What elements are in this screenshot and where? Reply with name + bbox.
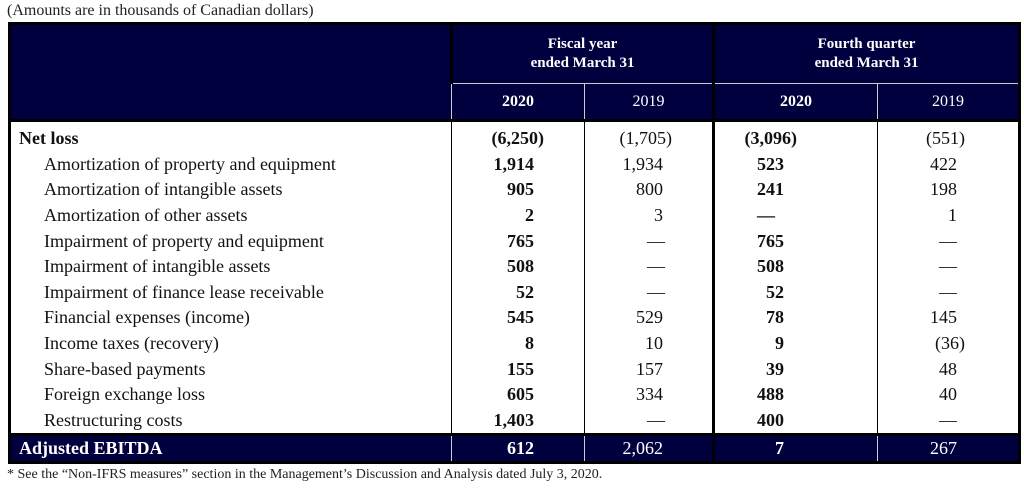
row-value: — [583, 407, 714, 435]
row-value: 905 [451, 177, 585, 203]
row-label: Amortization of intangible assets [44, 179, 283, 200]
row-value: 241 [712, 177, 878, 203]
table-row: Impairment of intangible assets 508—508— [10, 253, 1020, 280]
header-year: 2020 [451, 83, 585, 121]
row-value: 198 [877, 177, 1020, 203]
row-value: 334 [583, 381, 714, 408]
row-value: 1,914 [451, 151, 585, 178]
row-value: 488 [712, 381, 878, 408]
row-value: 267 [877, 433, 1020, 463]
header-year: 2019 [877, 83, 1020, 121]
row-value: (3,096) [712, 118, 878, 152]
row-value: 765 [451, 228, 585, 254]
row-label: Restructuring costs [44, 409, 183, 430]
row-value: — [583, 253, 714, 280]
table-row: Share-based payments 155 157 39 48 [10, 356, 1020, 382]
header-year: 2019 [583, 83, 714, 121]
row-value: 2,062 [583, 433, 714, 463]
row-value: (551) [877, 118, 1020, 152]
row-value: 508 [712, 253, 878, 280]
row-label: Financial expenses (income) [44, 307, 250, 328]
table-row: Foreign exchange loss 605 334 488 40 [10, 381, 1020, 408]
footnote: * See the “Non-IFRS measures” section in… [7, 467, 603, 482]
row-label: Net loss [9, 118, 452, 152]
row-label: Amortization of other assets [44, 205, 248, 226]
row-value: 2 [451, 202, 585, 229]
table-row: Amortization of other assets 2 3—1 [10, 202, 1020, 229]
row-value: 52 [712, 279, 878, 306]
row-value: 157 [583, 356, 714, 382]
header-year: 2020 [712, 83, 878, 121]
row-value: 48 [877, 356, 1020, 382]
amounts-note: (Amounts are in thousands of Canadian do… [7, 2, 314, 19]
row-value: 78 [712, 305, 878, 331]
row-value: 145 [877, 305, 1020, 331]
row-value: 508 [451, 253, 585, 280]
row-value: 545 [451, 305, 585, 331]
row-label: Share-based payments [44, 358, 206, 379]
adjusted-ebitda-table: Fiscal year ended March 31 Fourth quarter… [8, 22, 1022, 465]
row-value: — [877, 407, 1020, 435]
table-row: Impairment of property and equipment 765—… [10, 228, 1020, 254]
table-row: Financial expenses (income) 545 529 78 145 [10, 305, 1020, 331]
table-row: Restructuring costs 1,403—400— [10, 407, 1020, 435]
row-value: 422 [877, 151, 1020, 178]
row-value: 612 [451, 433, 585, 463]
row-value: 1 [877, 202, 1020, 229]
row-value: 40 [877, 381, 1020, 408]
row-value: 39 [712, 356, 878, 382]
table-row: Amortization of property and equipment 1,… [10, 151, 1020, 178]
row-value: 765 [712, 228, 878, 254]
row-value: 1,934 [583, 151, 714, 178]
row-value: — [877, 279, 1020, 306]
row-value: 52 [451, 279, 585, 306]
row-label: Impairment of finance lease receivable [44, 281, 324, 302]
row-value: 3 [583, 202, 714, 229]
row-value: 1,403 [451, 407, 585, 435]
table-row: Amortization of intangible assets 905 800 2… [10, 177, 1020, 203]
row-value: (36) [877, 330, 1020, 357]
table-row: Impairment of finance lease receivable 52… [10, 279, 1020, 306]
row-value: 155 [451, 356, 585, 382]
row-value: 605 [451, 381, 585, 408]
row-value: — [877, 228, 1020, 254]
row-value: — [583, 228, 714, 254]
table-row: Net loss (6,250) (1,705) (3,096) (551) [9, 118, 1020, 152]
row-value: — [712, 202, 878, 229]
row-label: Impairment of intangible assets [44, 256, 271, 277]
row-value: 8 [451, 330, 585, 357]
row-label: Foreign exchange loss [44, 384, 205, 405]
row-label: Income taxes (recovery) [44, 333, 219, 354]
row-value: 9 [712, 330, 878, 357]
table-row: Income taxes (recovery) 8 10 9 (36) [10, 330, 1020, 357]
row-value: (6,250) [451, 118, 585, 152]
row-value: (1,705) [583, 118, 714, 152]
row-value: 529 [583, 305, 714, 331]
row-value: — [583, 279, 714, 306]
row-value: 7 [712, 433, 878, 463]
row-label: Adjusted EBITDA [9, 433, 452, 463]
row-value: 10 [583, 330, 714, 357]
row-label: Impairment of property and equipment [44, 230, 324, 251]
row-value: 800 [583, 177, 714, 203]
header-blank [8, 23, 452, 121]
row-value: 400 [712, 407, 878, 435]
header-fourth-quarter: Fourth quarter ended March 31 [712, 23, 1020, 84]
total-row: Adjusted EBITDA 612 2,062 7 267 [9, 433, 1020, 463]
row-value: 523 [712, 151, 878, 178]
row-value: — [877, 253, 1020, 280]
header-fiscal-year: Fiscal year ended March 31 [449, 23, 714, 84]
row-label: Amortization of property and equipment [44, 153, 336, 174]
